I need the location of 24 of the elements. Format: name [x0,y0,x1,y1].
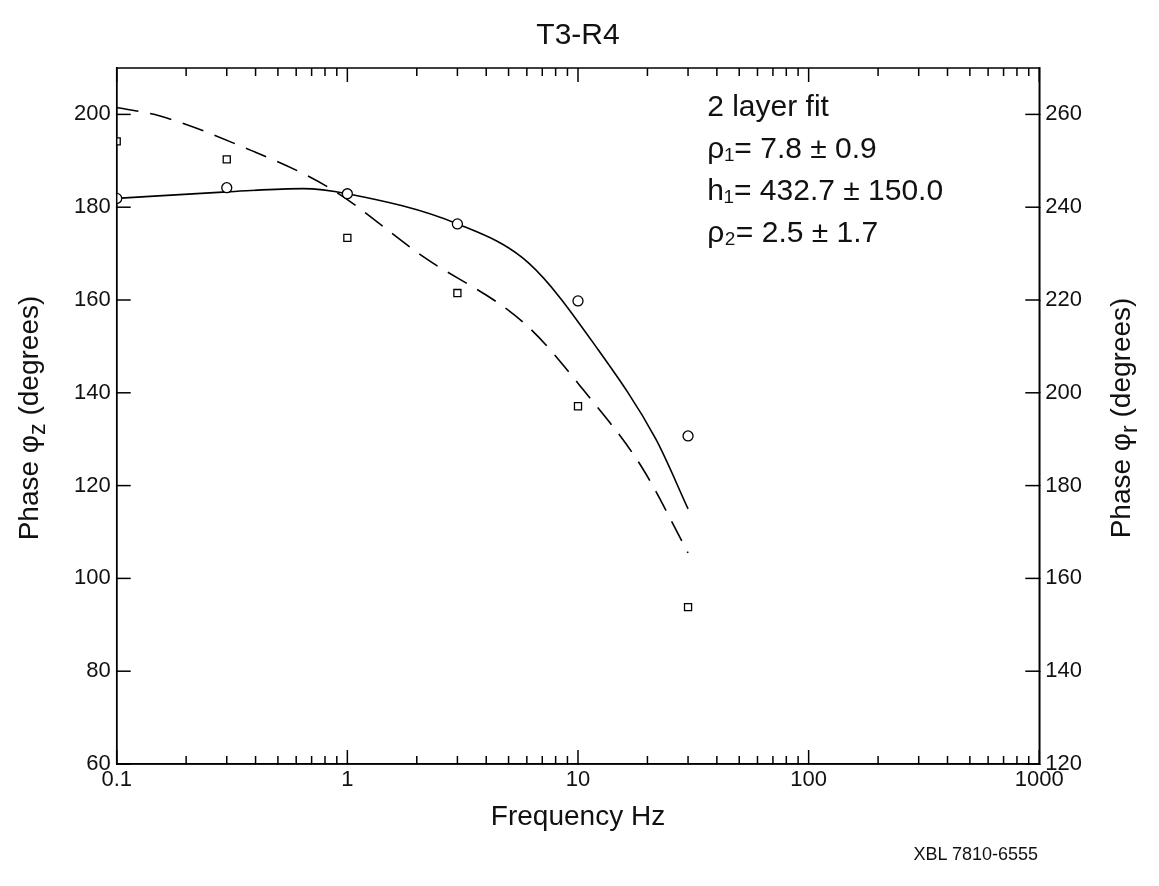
annotation: ρ₁= 7.8 ± 0.9 [707,131,877,164]
y2-tick-label: 180 [1045,471,1083,497]
y2-tick-label: 220 [1045,286,1083,312]
text: XBL 7810-6555 [913,844,1038,864]
y-tick-label: 140 [73,378,111,404]
x-tick-label: 10 [565,766,591,792]
y2-tick-label: 200 [1045,378,1083,404]
y-tick-label: 80 [86,657,111,683]
annotation: 2 layer fit [707,89,830,122]
y2-tick-label: 240 [1045,193,1083,219]
y-tick-label: 180 [73,193,111,219]
annotation: ρ₂= 2.5 ± 1.7 [707,215,879,248]
y2-tick-label: 140 [1045,657,1083,683]
y-tick-label: 120 [73,471,111,497]
y-tick-label: 200 [73,100,111,126]
y-tick-label: 100 [73,564,111,590]
y2-tick-label: 160 [1045,564,1083,590]
y-tick-label: 160 [73,286,111,312]
y2-tick-label: 260 [1045,100,1083,126]
x-tick-label: 100 [790,766,828,792]
x-axis-title: Frequency Hz [490,799,666,831]
annotation: h₁= 432.7 ± 150.0 [707,173,944,206]
chart-title: T3-R4 [536,17,620,51]
x-tick-label: 1 [341,766,354,792]
